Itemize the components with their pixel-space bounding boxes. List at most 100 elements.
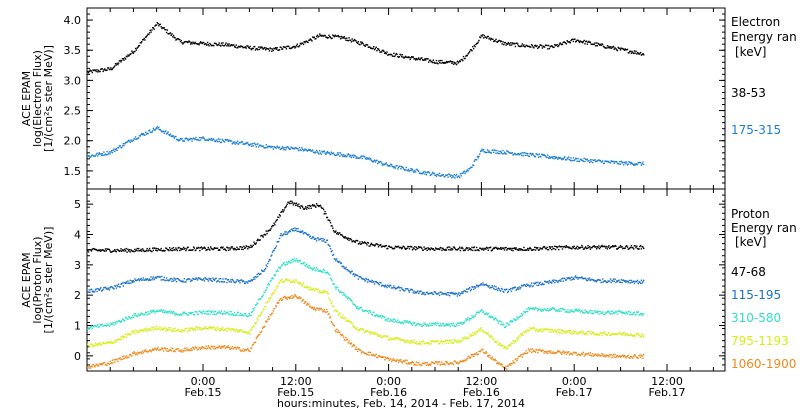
data-point <box>395 360 397 362</box>
data-point <box>376 333 378 335</box>
data-point <box>480 309 482 312</box>
data-point <box>202 347 204 349</box>
data-point <box>268 316 270 318</box>
data-point <box>364 352 366 354</box>
data-point <box>396 164 398 167</box>
data-point <box>625 281 627 283</box>
data-point <box>211 44 213 47</box>
data-point <box>337 154 339 156</box>
data-point <box>332 324 335 326</box>
data-point <box>151 349 153 351</box>
data-point <box>470 249 472 251</box>
data-point <box>396 338 398 340</box>
data-point <box>404 247 406 249</box>
data-point <box>632 52 634 54</box>
data-point <box>329 277 332 279</box>
data-point <box>370 242 373 245</box>
data-point <box>359 307 361 309</box>
data-point <box>316 151 319 153</box>
data-point <box>186 279 188 281</box>
data-point <box>215 247 217 249</box>
data-point <box>306 41 308 43</box>
data-point <box>165 311 168 314</box>
data-point <box>469 167 472 169</box>
data-point <box>447 339 449 341</box>
data-point <box>502 290 504 293</box>
data-point <box>487 151 489 153</box>
data-point <box>286 233 288 235</box>
data-point <box>257 146 260 148</box>
data-point <box>465 54 468 57</box>
data-point <box>141 248 144 250</box>
data-point <box>321 34 323 37</box>
data-point <box>618 163 620 165</box>
data-point <box>180 39 182 42</box>
data-point <box>241 45 244 48</box>
data-point <box>170 350 172 352</box>
data-point <box>191 327 193 329</box>
data-point <box>117 338 120 340</box>
data-point <box>476 246 478 249</box>
data-point <box>169 278 172 280</box>
data-point <box>507 345 510 347</box>
data-point <box>621 311 623 313</box>
data-point <box>157 248 159 250</box>
data-point <box>230 281 233 283</box>
data-point <box>558 156 560 159</box>
data-point <box>572 329 575 332</box>
data-point <box>358 330 360 332</box>
data-point <box>631 246 633 249</box>
data-point <box>109 360 111 362</box>
data-point <box>142 313 145 316</box>
data-point <box>429 59 431 61</box>
data-point <box>598 43 600 45</box>
data-point <box>131 355 133 357</box>
data-point <box>327 272 329 274</box>
data-point <box>223 140 225 142</box>
data-point <box>147 133 149 135</box>
data-point <box>386 335 388 338</box>
data-point <box>435 292 437 294</box>
data-point <box>174 136 176 138</box>
data-point <box>319 270 321 272</box>
data-point <box>216 247 218 249</box>
data-point <box>152 327 154 329</box>
data-point <box>210 247 213 250</box>
data-point <box>506 248 509 250</box>
data-point <box>196 247 199 249</box>
data-point <box>148 278 151 280</box>
data-point <box>567 158 569 160</box>
data-point <box>319 33 321 35</box>
data-point <box>613 312 615 315</box>
data-point <box>210 139 212 141</box>
data-point <box>109 287 111 289</box>
data-point <box>170 277 172 280</box>
data-point <box>239 246 241 248</box>
data-point <box>247 245 250 248</box>
data-point <box>104 153 107 155</box>
data-point <box>244 282 247 285</box>
data-point <box>414 342 417 345</box>
data-point <box>517 287 519 289</box>
data-point <box>206 248 208 251</box>
data-point <box>197 139 199 141</box>
data-point <box>343 155 346 158</box>
data-point <box>619 246 621 248</box>
data-point <box>283 233 285 235</box>
data-point <box>95 325 97 328</box>
data-point <box>519 336 521 338</box>
data-point <box>179 249 181 252</box>
data-point <box>527 329 530 331</box>
data-point <box>281 299 283 301</box>
data-point <box>148 350 150 353</box>
data-point <box>303 231 305 234</box>
data-point <box>607 311 609 313</box>
data-point <box>275 270 278 273</box>
data-point <box>271 50 273 52</box>
data-point <box>204 277 206 279</box>
data-point <box>333 283 336 285</box>
data-point <box>584 160 586 163</box>
data-point <box>404 320 407 322</box>
data-point <box>592 161 594 164</box>
data-point <box>121 358 123 360</box>
